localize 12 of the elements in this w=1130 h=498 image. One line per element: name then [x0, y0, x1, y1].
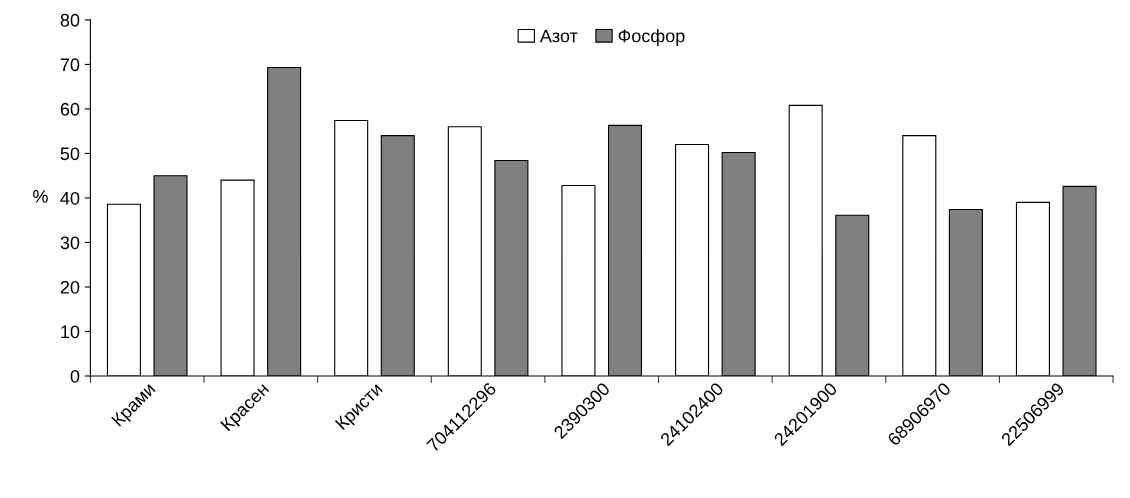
y-tick-label: 70 — [60, 58, 80, 72]
y-tick-label: 30 — [60, 236, 80, 250]
y-tick-label: 40 — [60, 191, 80, 205]
y-tick-label: 50 — [60, 147, 80, 161]
y-tick-label: 80 — [60, 13, 80, 27]
legend-label: Азот — [539, 29, 578, 43]
y-tick-label: 10 — [61, 325, 80, 339]
legend-label: Фосфор — [618, 29, 685, 46]
y-tick-label: 60 — [60, 102, 80, 116]
y-tick-label: 20 — [60, 280, 80, 294]
y-tick-label: 0 — [70, 369, 80, 383]
y-axis-title: % — [33, 190, 48, 203]
